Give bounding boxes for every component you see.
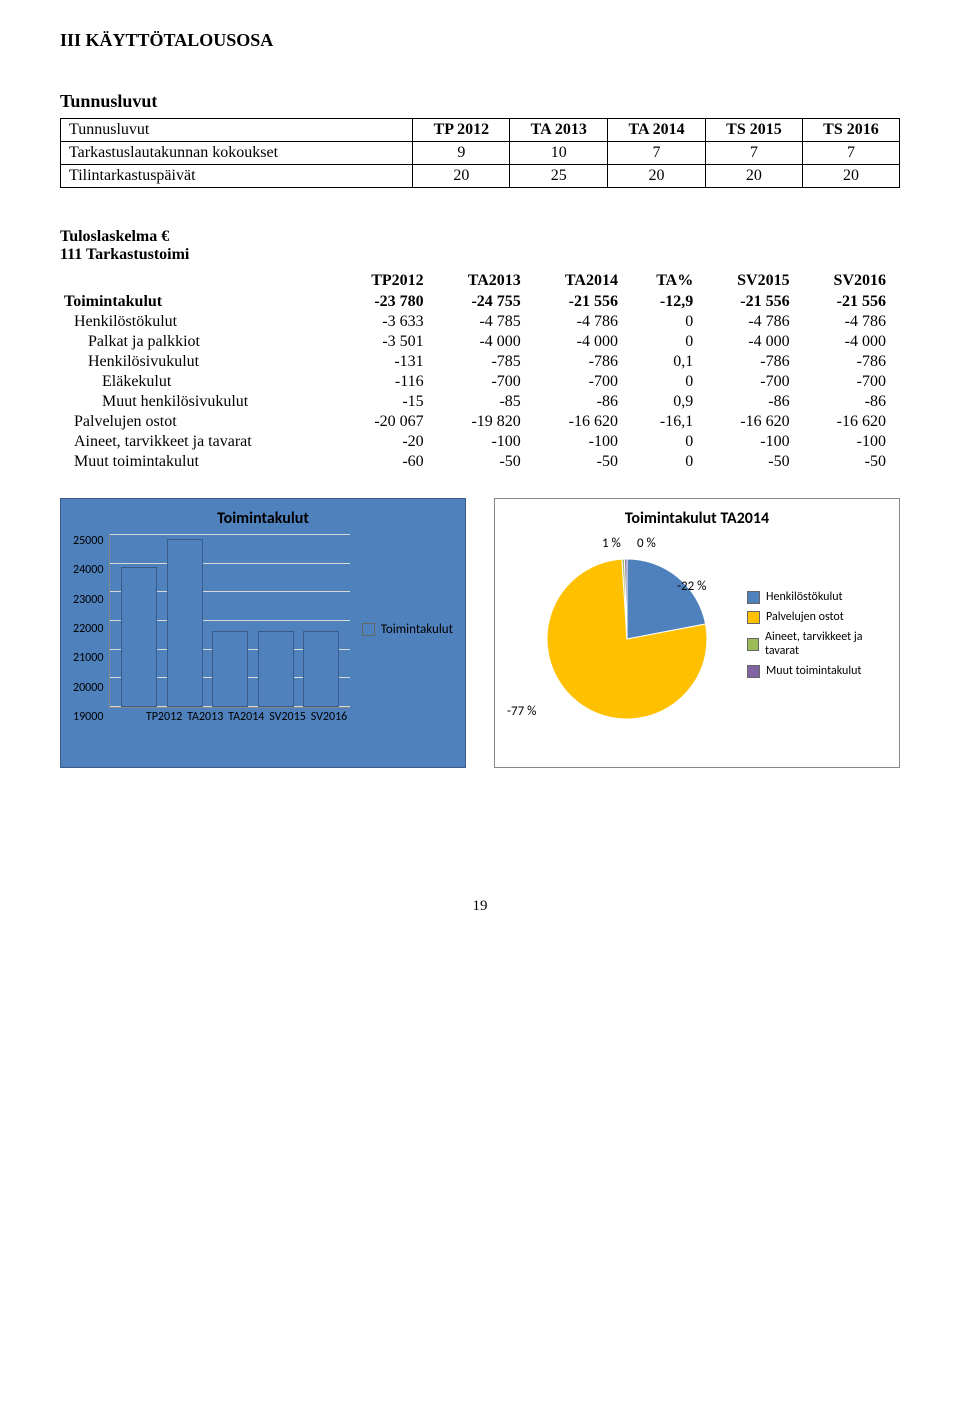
table-row: Palvelujen ostot-20 067-19 820-16 620-16… [60, 412, 900, 432]
table-header: TA 2013 [510, 119, 608, 142]
legend-label: Henkilöstökulut [766, 590, 843, 604]
table-row: Muut toimintakulut-60-50-500-50-50 [60, 452, 900, 472]
y-tick: 21000 [73, 651, 103, 665]
legend-label: Aineet, tarvikkeet ja tavarat [765, 630, 887, 658]
legend-swatch [747, 591, 760, 604]
x-tick: TP2012 [146, 710, 182, 724]
x-tick: TA2013 [187, 710, 223, 724]
y-tick: 20000 [73, 681, 103, 695]
section-heading: III KÄYTTÖTALOUSOSA [60, 30, 900, 51]
table-header [60, 270, 341, 292]
legend-item: Aineet, tarvikkeet ja tavarat [747, 630, 887, 658]
bar-legend-label: Toimintakulut [381, 622, 453, 637]
pie-chart-title: Toimintakulut TA2014 [507, 509, 887, 528]
table-header: Tunnusluvut [61, 119, 413, 142]
bar-chart: Toimintakulut 25000 24000 23000 22000 21000 2… [60, 498, 466, 768]
pct-label: -77 % [507, 704, 536, 719]
x-tick: SV2016 [311, 710, 348, 724]
y-tick: 24000 [73, 563, 103, 577]
pct-label: 1 % [602, 536, 621, 551]
tulos-title: Tuloslaskelma € [60, 228, 900, 246]
table-header: TA2014 [535, 270, 632, 292]
bar [167, 539, 203, 707]
legend-item: Henkilöstökulut [747, 590, 887, 604]
table-header: TP 2012 [413, 119, 510, 142]
x-tick: SV2015 [269, 710, 306, 724]
pct-label: 0 % [637, 536, 656, 551]
y-tick: 23000 [73, 593, 103, 607]
y-tick: 22000 [73, 622, 103, 636]
table-row: Palkat ja palkkiot-3 501-4 000-4 0000-4 … [60, 332, 900, 352]
table-header: SV2015 [707, 270, 803, 292]
legend-swatch [747, 665, 760, 678]
tulos-subhead: 111 Tarkastustoimi [60, 246, 900, 264]
pie-chart: Toimintakulut TA2014 -22 % -77 % 1 % 0 % He… [494, 498, 900, 768]
bar [212, 631, 248, 707]
tunnus-title: Tunnusluvut [60, 91, 900, 112]
table-row: Tarkastuslautakunnan kokoukset910777 [61, 142, 900, 165]
legend-label: Palvelujen ostot [766, 610, 844, 624]
table-row: Eläkekulut-116-700-7000-700-700 [60, 372, 900, 392]
y-tick: 25000 [73, 534, 103, 548]
table-header: TS 2016 [802, 119, 899, 142]
legend-label: Muut toimintakulut [766, 664, 861, 678]
tunnus-table: TunnusluvutTP 2012TA 2013TA 2014TS 2015T… [60, 118, 900, 188]
table-header: SV2016 [804, 270, 900, 292]
legend-swatch [747, 638, 759, 651]
table-header: TA% [632, 270, 707, 292]
pct-label: -22 % [677, 579, 706, 594]
table-row: Henkilösivukulut-131-785-7860,1-786-786 [60, 352, 900, 372]
page-number: 19 [60, 898, 900, 915]
table-row: Aineet, tarvikkeet ja tavarat-20-100-100… [60, 432, 900, 452]
table-header: TA 2014 [608, 119, 706, 142]
table-header: TP2012 [341, 270, 437, 292]
bar-chart-title: Toimintakulut [73, 509, 453, 528]
bar [303, 631, 339, 707]
bar [258, 631, 294, 707]
table-row: Toimintakulut-23 780-24 755-21 556-12,9-… [60, 292, 900, 312]
legend-swatch [747, 611, 760, 624]
tulos-table: TP2012TA2013TA2014TA%SV2015SV2016 Toimin… [60, 270, 900, 472]
legend-item: Muut toimintakulut [747, 664, 887, 678]
table-row: Henkilöstökulut-3 633-4 785-4 7860-4 786… [60, 312, 900, 332]
legend-item: Palvelujen ostot [747, 610, 887, 624]
table-row: Tilintarkastuspäivät2025202020 [61, 165, 900, 188]
x-tick: TA2014 [228, 710, 264, 724]
table-row: Muut henkilösivukulut-15-85-860,9-86-86 [60, 392, 900, 412]
y-tick: 19000 [73, 710, 103, 724]
table-header: TA2013 [438, 270, 535, 292]
table-header: TS 2015 [705, 119, 802, 142]
bar [121, 567, 157, 707]
